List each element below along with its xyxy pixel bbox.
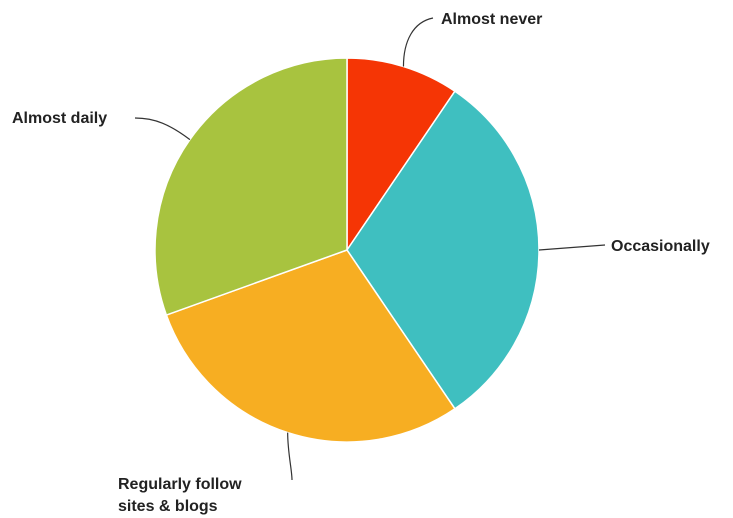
slice-labels: Almost never Occasionally Regularly foll… bbox=[12, 11, 710, 515]
slice-occasionally bbox=[346, 90, 540, 410]
label-occasionally: Occasionally bbox=[611, 238, 710, 255]
leader-line-occasionally bbox=[538, 244, 606, 251]
label-almost-daily: Almost daily bbox=[12, 110, 107, 127]
leader-line-regularly-follow bbox=[287, 432, 293, 481]
label-regularly-follow: Regularly follow sites & blogs bbox=[118, 476, 246, 515]
leader-line-almost-daily bbox=[134, 117, 191, 141]
pie-slices bbox=[154, 57, 540, 443]
leader-line-almost-never bbox=[402, 17, 434, 67]
leader-lines bbox=[134, 17, 606, 481]
label-almost-never: Almost never bbox=[441, 11, 542, 28]
slice-regularly-follow bbox=[165, 249, 456, 443]
